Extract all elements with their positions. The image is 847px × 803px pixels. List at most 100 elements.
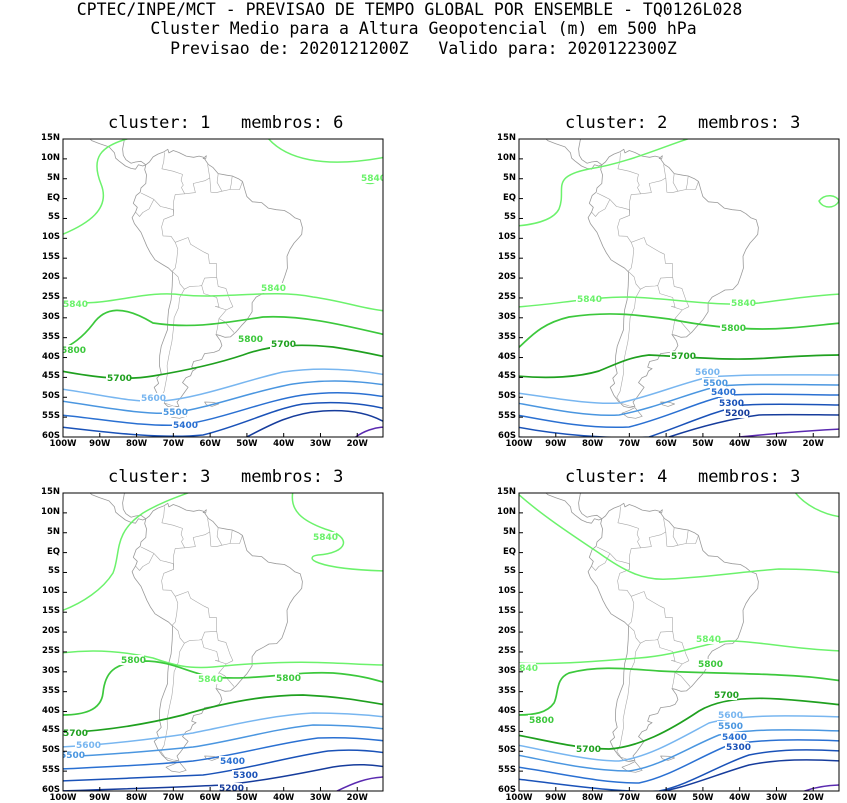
lat-tick-label: 40S xyxy=(42,351,60,362)
lon-tick-label: 90W xyxy=(545,793,567,803)
lat-tick-label: 10N xyxy=(497,506,516,517)
lat-tick-label: 25S xyxy=(42,291,60,302)
contour-label: 5400 xyxy=(220,757,245,767)
contour-5600 xyxy=(519,715,839,762)
contour-5400 xyxy=(63,392,383,427)
panel-title-cluster-4: cluster: 4 membros: 3 xyxy=(565,467,801,487)
contour-5700 xyxy=(519,354,839,379)
lat-tick-label: 5S xyxy=(47,566,60,577)
contour-label: 5700 xyxy=(671,352,696,362)
lat-tick-label: 10S xyxy=(498,232,516,243)
lat-tick-label: 50S xyxy=(42,391,60,402)
contour-label-background xyxy=(75,740,99,750)
contour-5800 xyxy=(519,313,839,349)
national-border xyxy=(229,529,233,544)
lat-tick-label: 30S xyxy=(42,311,60,322)
contour-label-background xyxy=(576,294,600,304)
contour-5400 xyxy=(519,393,839,429)
lat-tick-label: 55S xyxy=(42,765,60,776)
contour-label-background xyxy=(695,634,719,644)
contour-label: 5600 xyxy=(718,711,743,721)
contour-label-background xyxy=(697,659,721,669)
lat-tick-label: 5N xyxy=(46,526,60,537)
lat-tick-label: 60S xyxy=(498,431,516,441)
contour-label: 5300 xyxy=(726,743,751,753)
national-border xyxy=(160,289,185,407)
national-border xyxy=(672,527,679,546)
contour-label-background xyxy=(519,663,536,673)
central-america-coastline xyxy=(89,493,147,524)
contour-label-background xyxy=(713,690,737,700)
lon-tick-label: 40W xyxy=(729,439,751,449)
lat-tick-label: 15S xyxy=(498,606,516,617)
caribbean-island-coastline xyxy=(658,155,663,160)
lat-tick-label: 10S xyxy=(498,586,516,597)
central-america-coastline xyxy=(545,139,603,170)
contour-label: 5600 xyxy=(141,394,166,404)
contour-5300 xyxy=(519,403,839,437)
lon-tick-label: 90W xyxy=(89,793,111,803)
contour-label: 5840 xyxy=(361,174,386,184)
lon-tick-label: 50W xyxy=(236,439,258,449)
contour-5600 xyxy=(519,374,839,405)
contour-label-background xyxy=(63,299,86,309)
lon-tick-label: 40W xyxy=(273,793,295,803)
contour-label-background xyxy=(260,283,284,293)
contour-label-background xyxy=(63,750,83,760)
contour-label-background xyxy=(694,367,718,377)
national-border xyxy=(627,625,683,665)
national-border xyxy=(617,506,641,570)
national-border xyxy=(175,591,235,687)
national-border xyxy=(140,192,179,272)
lon-tick-label: 100W xyxy=(49,439,77,449)
contour-label: 5840 xyxy=(313,533,338,543)
contour-label-background xyxy=(63,728,86,738)
contour-5840 xyxy=(519,493,839,580)
contour-label: 5400 xyxy=(722,733,747,743)
lat-tick-label: 25S xyxy=(42,645,60,656)
lon-tick-label: 70W xyxy=(618,793,640,803)
contour-label-background xyxy=(720,323,744,333)
lat-tick-label: 60S xyxy=(498,785,516,795)
contour-label-background xyxy=(172,420,196,430)
contour-label: 5500 xyxy=(60,751,85,761)
lat-tick-label: 5S xyxy=(503,212,516,223)
national-border xyxy=(216,527,223,546)
caribbean-island-coastline xyxy=(202,155,207,160)
national-border xyxy=(171,625,227,665)
national-border xyxy=(671,318,676,335)
header-line-3: Previsao de: 2020121200Z Valido para: 20… xyxy=(170,39,677,58)
lat-tick-label: 5N xyxy=(502,526,516,537)
lat-tick-label: 45S xyxy=(498,371,516,382)
national-border xyxy=(229,175,233,190)
tierra-del-fuego-coastline xyxy=(165,761,187,773)
contour-label-background xyxy=(725,742,749,752)
lat-tick-label: 45S xyxy=(42,371,60,382)
contour-5840 xyxy=(63,493,190,612)
lat-tick-label: 5S xyxy=(47,212,60,223)
contour-5840 xyxy=(519,139,691,227)
panel-title-cluster-2: cluster: 2 membros: 3 xyxy=(565,113,801,133)
lon-tick-label: 30W xyxy=(765,793,788,803)
contour-label: 5700 xyxy=(714,691,739,701)
contour-label: 5700 xyxy=(271,340,296,350)
contour-label: 5600 xyxy=(76,741,101,751)
national-border xyxy=(665,177,699,193)
national-border xyxy=(685,529,689,544)
lat-tick-label: EQ xyxy=(502,546,516,557)
contour-label: 5200 xyxy=(725,409,750,419)
lat-tick-label: 20S xyxy=(42,626,60,637)
contour-label-background xyxy=(219,756,243,766)
contour-label-background xyxy=(724,408,748,418)
contour-label-background xyxy=(140,393,164,403)
lat-tick-label: 15S xyxy=(498,252,516,263)
caribbean-island-coastline xyxy=(658,509,663,514)
national-border xyxy=(171,271,227,311)
contour-label: 5200 xyxy=(219,784,244,794)
national-border xyxy=(616,289,641,407)
lat-tick-label: 5N xyxy=(502,172,516,183)
national-border xyxy=(665,531,699,547)
contour-label: 5600 xyxy=(695,368,720,378)
lat-tick-label: 60S xyxy=(42,431,60,441)
